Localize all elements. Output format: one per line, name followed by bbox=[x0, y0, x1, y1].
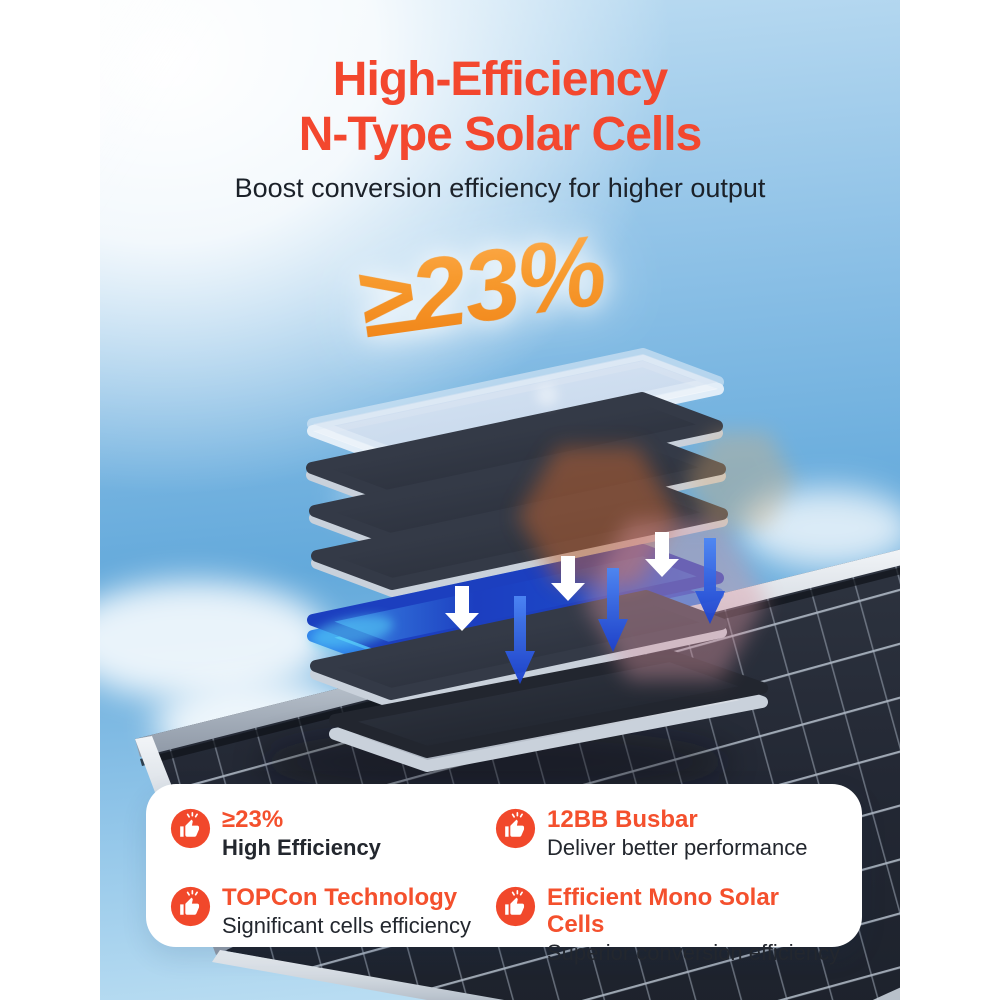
lens-flare bbox=[518, 384, 795, 680]
feature-grid: ≥23% High Efficiency 12BB Busbar D bbox=[146, 784, 862, 965]
panel-corner-frame bbox=[872, 987, 900, 1000]
feature-title: TOPCon Technology bbox=[222, 884, 458, 911]
layer-film-1 bbox=[306, 392, 723, 509]
white-down-arrows bbox=[445, 532, 679, 631]
feature-subtitle: Significant cells efficiency bbox=[222, 913, 472, 938]
sub-headline: Boost conversion efficiency for higher o… bbox=[234, 173, 766, 203]
feature-mono-solar-cells: Efficient Mono Solar Cells Superior conv… bbox=[495, 884, 842, 965]
panel-frame-bottom-rail bbox=[212, 950, 505, 1000]
feature-high-efficiency: ≥23% High Efficiency bbox=[170, 806, 495, 884]
thumbs-up-icon bbox=[495, 808, 536, 849]
headline-block: High-Efficiency N-Type Solar Cells Boost… bbox=[100, 52, 900, 203]
cloud bbox=[100, 580, 330, 700]
feature-title: Efficient Mono Solar Cells bbox=[547, 884, 780, 938]
headline-line2: N-Type Solar Cells bbox=[298, 108, 703, 161]
feature-subtitle: Deliver better performance bbox=[547, 835, 808, 860]
feature-card: ≥23% High Efficiency 12BB Busbar D bbox=[146, 784, 862, 965]
feature-topcon-technology: TOPCon Technology Significant cells effi… bbox=[170, 884, 495, 962]
headline-line1: High-Efficiency bbox=[332, 53, 668, 106]
thumbs-up-icon bbox=[170, 808, 211, 849]
thumbs-up-icon bbox=[495, 886, 536, 927]
feature-12bb-busbar: 12BB Busbar Deliver better performance bbox=[495, 806, 842, 884]
blue-down-arrows bbox=[505, 538, 725, 684]
layer-glass bbox=[307, 348, 724, 465]
thumbs-up-icon bbox=[170, 886, 211, 927]
feature-subtitle: High Efficiency bbox=[222, 835, 381, 860]
poster-content: High-Efficiency N-Type Solar Cells Boost… bbox=[100, 0, 900, 1000]
feature-title: ≥23% bbox=[222, 806, 284, 833]
feature-title: 12BB Busbar bbox=[547, 806, 698, 833]
feature-subtitle: Superior conversion efficiency bbox=[547, 940, 841, 965]
